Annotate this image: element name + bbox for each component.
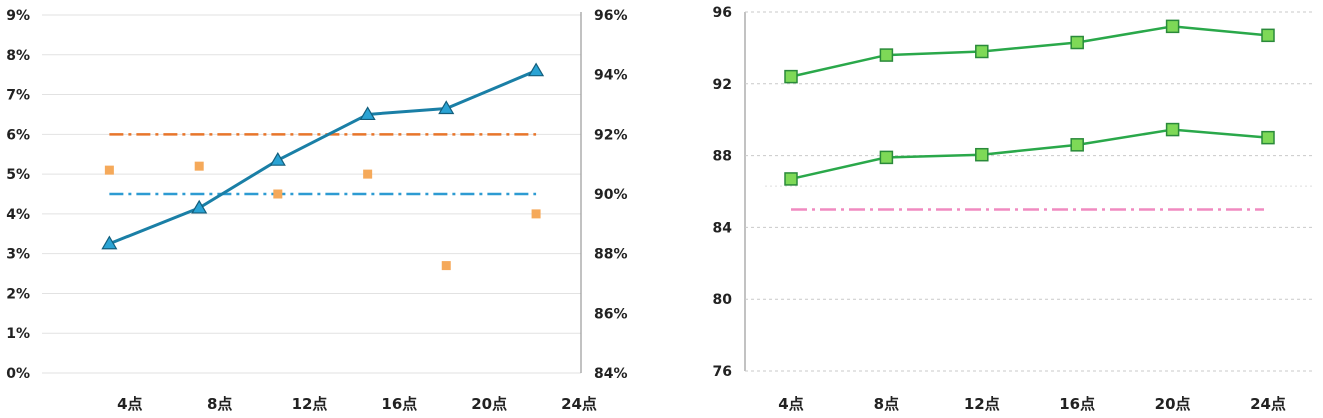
series-line bbox=[790, 25, 1269, 78]
left-y-tick-label: 1% bbox=[6, 326, 30, 342]
square-marker bbox=[1070, 138, 1084, 152]
square-marker bbox=[975, 147, 989, 162]
left-y-tick-label: 8% bbox=[6, 48, 30, 64]
left-y-tick-label: 2% bbox=[6, 286, 30, 302]
triangle-marker bbox=[101, 235, 118, 250]
series-line bbox=[108, 69, 537, 246]
x-tick-label: 4点 bbox=[778, 395, 803, 413]
left-y-tick-label: 4% bbox=[6, 207, 30, 223]
y-tick-label: 84 bbox=[713, 220, 733, 236]
right-y-tick-label: 88% bbox=[594, 247, 628, 263]
left-y-tick-label: 7% bbox=[6, 88, 30, 104]
series-line bbox=[790, 128, 1269, 181]
x-tick-label: 12点 bbox=[964, 395, 1000, 413]
x-tick-label: 8点 bbox=[207, 395, 232, 413]
square-marker bbox=[879, 48, 894, 62]
right-y-tick-label: 84% bbox=[594, 366, 628, 382]
right-y-tick-label: 92% bbox=[594, 127, 628, 143]
triangle-marker bbox=[438, 100, 455, 115]
right-y-tick-label: 94% bbox=[594, 68, 628, 84]
triangle-marker bbox=[528, 62, 545, 77]
square-marker bbox=[1165, 19, 1180, 34]
left-y-tick-label: 0% bbox=[6, 366, 30, 382]
x-tick-label: 24点 bbox=[561, 395, 597, 413]
triangle-marker bbox=[359, 106, 376, 121]
scatter-point bbox=[363, 169, 373, 179]
right-chart: 76 80 84 88 92 96 4点 8点 12点 16点 20点 24点 bbox=[713, 5, 1312, 413]
square-marker bbox=[784, 69, 798, 84]
left-y-tick-label: 5% bbox=[6, 167, 30, 183]
left-y-tick-label: 3% bbox=[6, 247, 30, 263]
left-y-tick-label: 6% bbox=[6, 127, 30, 143]
right-y-tick-label: 96% bbox=[594, 8, 628, 24]
triangle-marker bbox=[269, 151, 286, 166]
square-marker bbox=[879, 150, 894, 165]
scatter-point bbox=[104, 165, 114, 175]
y-tick-label: 96 bbox=[713, 5, 732, 21]
scatter-point bbox=[531, 209, 541, 219]
x-tick-label: 20点 bbox=[1155, 395, 1191, 413]
right-y-tick-label: 90% bbox=[594, 187, 628, 203]
square-marker bbox=[975, 44, 989, 59]
x-tick-label: 16点 bbox=[1059, 395, 1095, 413]
y-tick-label: 88 bbox=[713, 149, 732, 165]
right-y-tick-label: 86% bbox=[594, 306, 628, 322]
scatter-point bbox=[441, 261, 451, 271]
y-tick-label: 92 bbox=[713, 77, 732, 93]
square-marker bbox=[1261, 130, 1275, 145]
x-tick-label: 8点 bbox=[874, 395, 899, 413]
x-tick-label: 12点 bbox=[292, 395, 328, 413]
scatter-point bbox=[194, 161, 204, 171]
x-tick-label: 24点 bbox=[1250, 395, 1286, 413]
scatter-point bbox=[273, 189, 283, 199]
triangle-marker bbox=[191, 199, 208, 214]
y-tick-label: 76 bbox=[713, 364, 732, 380]
x-tick-label: 16点 bbox=[381, 395, 417, 413]
square-marker bbox=[1070, 35, 1084, 50]
left-y-tick-label: 9% bbox=[6, 8, 30, 24]
square-marker bbox=[1165, 122, 1180, 137]
x-tick-label: 4点 bbox=[117, 395, 142, 413]
y-tick-label: 80 bbox=[713, 292, 733, 308]
square-marker bbox=[784, 172, 798, 186]
square-marker bbox=[1261, 28, 1275, 43]
x-tick-label: 20点 bbox=[471, 395, 507, 413]
left-chart: 0% 1% 2% 3% 4% 5% 6% 7% 8% 9% 84% 86% 88% 90% 92% 94% 96… bbox=[6, 8, 627, 413]
